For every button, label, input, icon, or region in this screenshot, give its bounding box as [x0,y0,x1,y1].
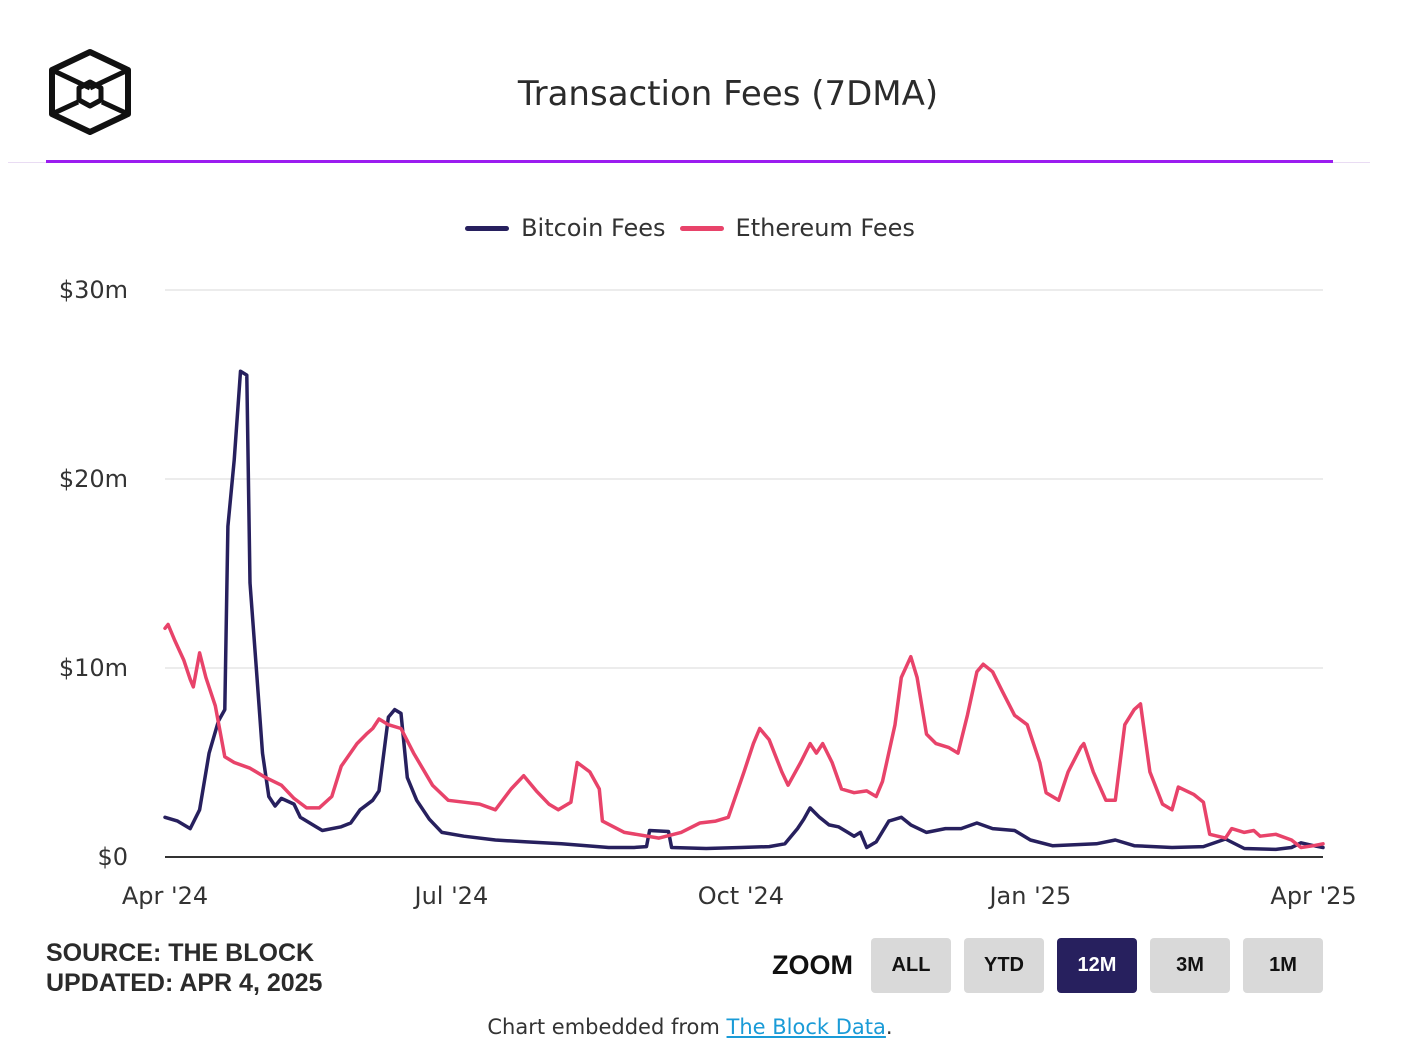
the-block-logo-icon [49,49,131,135]
line-chart: $0 $10m $20m $30m Apr '24 Jul '24 Oct '24 Jan '… [59,276,1357,910]
embed-suffix: . [885,1015,893,1039]
x-tick-label: Jul '24 [412,882,488,910]
x-tick-label: Apr '25 [1270,882,1356,910]
zoom-3m-button[interactable]: 3M [1150,938,1230,993]
legend-item-ethereum[interactable]: Ethereum Fees [679,214,915,242]
series-line-ethereum [163,622,1325,850]
legend-label-ethereum: Ethereum Fees [735,214,915,242]
legend-swatch-bitcoin [465,225,510,231]
zoom-ytd-button[interactable]: YTD [964,938,1044,993]
zoom-1m-button[interactable]: 1M [1243,938,1323,993]
source-text: SOURCE: THE BLOCK [46,939,315,967]
x-tick-label: Apr '24 [122,882,208,910]
y-tick-label: $30m [59,276,128,304]
updated-text: UPDATED: APR 4, 2025 [46,969,323,997]
x-tick-label: Oct '24 [698,882,784,910]
legend-swatch-ethereum [679,225,724,231]
y-tick-label: $0 [97,843,128,871]
source-block: SOURCE: THE BLOCK UPDATED: APR 4, 2025 [46,938,322,998]
y-tick-label: $20m [59,465,128,493]
header-divider [46,160,1333,163]
legend: Bitcoin Fees Ethereum Fees [0,214,1380,242]
x-tick-label: Jan '25 [987,882,1071,910]
legend-item-bitcoin[interactable]: Bitcoin Fees [465,214,666,242]
the-block-data-link[interactable]: The Block Data [726,1015,886,1039]
legend-label-bitcoin: Bitcoin Fees [521,214,666,242]
series-line-bitcoin [163,369,1325,852]
zoom-label: ZOOM [772,950,853,980]
zoom-all-button[interactable]: ALL [871,938,951,993]
chart-title: Transaction Fees (7DMA) [517,74,939,114]
zoom-12m-button[interactable]: 12M [1057,938,1137,993]
y-tick-label: $10m [59,654,128,682]
embed-prefix: Chart embedded from [487,1015,727,1039]
zoom-controls: ZOOM ALL YTD 12M 3M 1M [772,938,1336,993]
embed-note: Chart embedded from The Block Data. [0,1015,1380,1039]
